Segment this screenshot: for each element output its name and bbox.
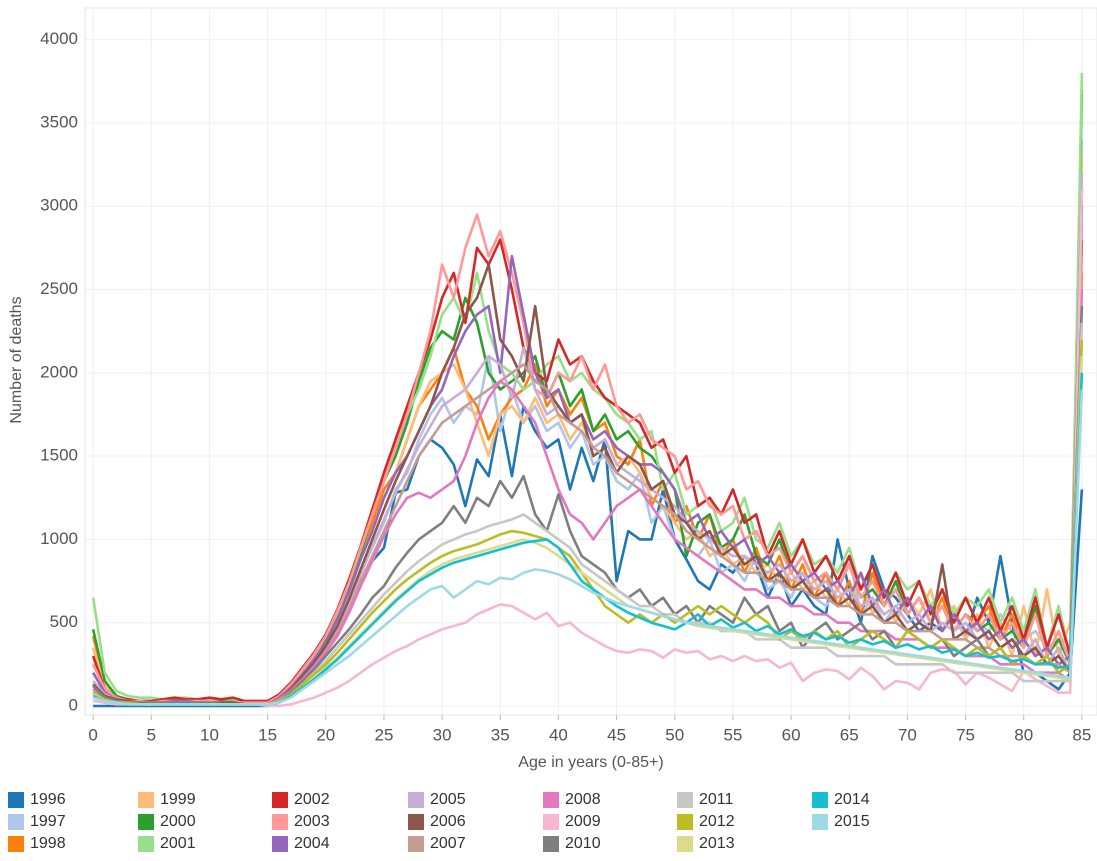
x-tick-label: 30 <box>433 725 452 744</box>
y-tick-label: 3500 <box>40 112 78 131</box>
x-tick-label: 40 <box>549 725 568 744</box>
y-tick-label: 1500 <box>40 446 78 465</box>
legend-label: 1998 <box>30 835 66 852</box>
legend-label: 2010 <box>565 835 601 852</box>
y-axis-title: Number of deaths <box>8 296 25 423</box>
x-tick-label: 35 <box>491 725 510 744</box>
x-tick-label: 70 <box>898 725 917 744</box>
x-tick-label: 75 <box>956 725 975 744</box>
legend: 1996 1997 1998 1999 2000 2001 2002 2003 2004 2005… <box>8 791 870 852</box>
y-tick-label: 4000 <box>40 29 78 48</box>
legend-label: 1996 <box>30 791 66 808</box>
x-axis-title: Age in years (0-85+) <box>518 754 663 771</box>
x-tick-label: 85 <box>1072 725 1091 744</box>
legend-swatch <box>138 836 154 852</box>
x-tick-label: 0 <box>88 725 97 744</box>
legend-swatch <box>272 836 288 852</box>
legend-label: 2005 <box>430 791 466 808</box>
legend-swatch <box>272 814 288 830</box>
x-tick-label: 65 <box>840 725 859 744</box>
legend-label: 2007 <box>430 835 466 852</box>
legend-swatch <box>272 792 288 808</box>
series-line <box>92 389 1084 706</box>
x-tick-label: 10 <box>200 725 219 744</box>
legend-swatch <box>812 792 828 808</box>
x-tick-label: 80 <box>1014 725 1033 744</box>
x-tick-label: 55 <box>723 725 742 744</box>
legend-label: 2013 <box>699 835 735 852</box>
legend-label: 2003 <box>294 813 330 830</box>
legend-label: 2002 <box>294 791 330 808</box>
legend-label: 2006 <box>430 813 466 830</box>
y-tick-label: 2000 <box>40 362 78 381</box>
y-tick-label: 500 <box>50 612 78 631</box>
legend-label: 2011 <box>699 791 734 808</box>
legend-swatch <box>408 792 424 808</box>
legend-label: 2008 <box>565 791 601 808</box>
legend-label: 2015 <box>834 813 870 830</box>
x-tick-label: 45 <box>607 725 626 744</box>
x-tick-label: 5 <box>147 725 156 744</box>
legend-swatch <box>812 814 828 830</box>
x-tick-label: 15 <box>258 725 277 744</box>
legend-label: 2000 <box>160 813 196 830</box>
legend-swatch <box>138 792 154 808</box>
legend-label: 1999 <box>160 791 196 808</box>
legend-swatch <box>8 836 24 852</box>
legend-label: 2014 <box>834 791 870 808</box>
legend-swatch <box>408 836 424 852</box>
legend-swatch <box>677 836 693 852</box>
y-tick-label: 0 <box>69 695 78 714</box>
legend-label: 2009 <box>565 813 601 830</box>
legend-label: 2004 <box>294 835 330 852</box>
y-tick-label: 2500 <box>40 279 78 298</box>
x-tick-label: 20 <box>316 725 335 744</box>
legend-swatch <box>138 814 154 830</box>
series-line <box>91 238 1084 703</box>
legend-label: 1997 <box>30 813 66 830</box>
x-tick-label: 25 <box>374 725 393 744</box>
y-tick-label: 1000 <box>40 529 78 548</box>
legend-swatch <box>543 836 559 852</box>
legend-swatch <box>8 814 24 830</box>
legend-swatch <box>677 792 693 808</box>
legend-swatch <box>543 814 559 830</box>
x-tick-label: 60 <box>782 725 801 744</box>
legend-label: 2001 <box>160 835 196 852</box>
lines <box>91 72 1084 708</box>
legend-label: 2012 <box>699 813 735 830</box>
y-tick-label: 3000 <box>40 196 78 215</box>
legend-swatch <box>677 814 693 830</box>
ticks: 0 500 1000 1500 2000 2500 3000 3500 4000 0 5 10 15 20… <box>40 29 1091 744</box>
legend-swatch <box>543 792 559 808</box>
legend-swatch <box>408 814 424 830</box>
legend-swatch <box>8 792 24 808</box>
x-tick-label: 50 <box>665 725 684 744</box>
series-line <box>91 213 1084 704</box>
series-line <box>93 404 1084 708</box>
